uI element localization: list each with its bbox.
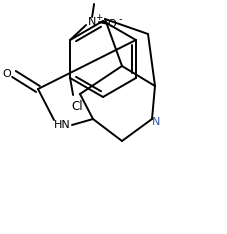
Text: Cl: Cl [71,99,83,113]
Text: N: N [88,17,96,27]
Text: N: N [152,117,160,127]
Text: O: O [108,19,116,29]
Text: O: O [3,69,11,79]
Text: HN: HN [54,120,70,130]
Text: O: O [90,0,99,1]
Text: +: + [95,12,103,22]
Text: -: - [118,14,122,24]
